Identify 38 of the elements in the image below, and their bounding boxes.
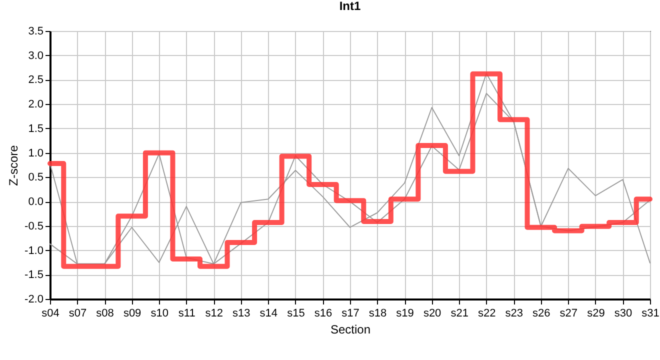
y-tick-label: -1.5 bbox=[24, 269, 44, 282]
x-tick-label: s07 bbox=[68, 308, 87, 320]
x-tick-label: s29 bbox=[587, 308, 605, 320]
y-axis-title: Z-score bbox=[6, 144, 21, 186]
x-tick-label: s19 bbox=[396, 308, 414, 320]
x-tick-label: s10 bbox=[150, 308, 168, 320]
x-tick-label: s08 bbox=[96, 308, 114, 320]
x-tick-label: s26 bbox=[532, 308, 550, 320]
y-tick-label: 1.5 bbox=[28, 122, 44, 135]
x-tick-label: s18 bbox=[368, 308, 387, 320]
y-tick-label: 1.0 bbox=[28, 147, 44, 160]
x-tick-label: s27 bbox=[560, 308, 578, 320]
x-tick-label: s20 bbox=[423, 308, 442, 320]
y-tick-label: 2.5 bbox=[28, 74, 44, 86]
y-tick-label: 2.0 bbox=[28, 98, 44, 111]
x-tick-label: s15 bbox=[287, 308, 305, 320]
x-tick-label: s22 bbox=[478, 308, 496, 320]
chart-title: Int1 bbox=[339, 0, 361, 13]
x-tick-label: s16 bbox=[314, 308, 332, 320]
x-tick-label: s31 bbox=[642, 308, 660, 320]
y-tick-label: -0.5 bbox=[24, 220, 44, 232]
x-tick-label: s14 bbox=[260, 308, 278, 320]
x-tick-label: s21 bbox=[450, 308, 468, 320]
y-tick-label: 0.5 bbox=[28, 172, 44, 184]
y-tick-label: -1.0 bbox=[24, 244, 44, 257]
x-tick-label: s13 bbox=[232, 308, 250, 320]
y-tick-label: -2.0 bbox=[24, 294, 44, 306]
x-tick-label: s30 bbox=[614, 308, 632, 320]
x-tick-label: s11 bbox=[178, 308, 196, 320]
x-tick-label: s17 bbox=[342, 308, 360, 320]
y-tick-label: 0.0 bbox=[28, 196, 44, 208]
x-axis-title: Section bbox=[330, 322, 371, 336]
y-tick-label: 3.5 bbox=[28, 26, 44, 38]
x-tick-label: s12 bbox=[205, 308, 224, 320]
y-tick-label: 3.0 bbox=[28, 50, 44, 62]
x-tick-label: s04 bbox=[42, 308, 60, 320]
x-tick-label: s09 bbox=[123, 308, 142, 320]
x-tick-label: s23 bbox=[505, 308, 524, 320]
